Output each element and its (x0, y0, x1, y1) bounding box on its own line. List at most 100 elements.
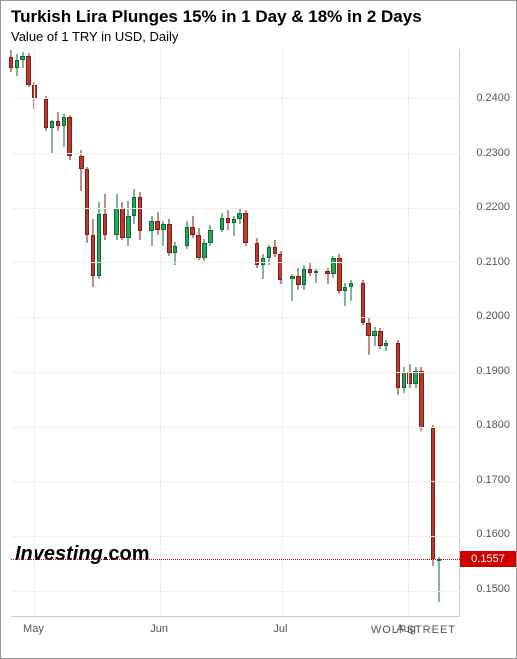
candle-body (97, 214, 102, 276)
candle (378, 49, 383, 616)
candle-body (331, 258, 336, 274)
candle (50, 49, 55, 616)
candle (202, 49, 207, 616)
reference-label: 0.1557 (460, 551, 516, 567)
candle-wick (386, 340, 387, 351)
candle (402, 49, 407, 616)
candle (255, 49, 260, 616)
candle-body (126, 216, 131, 238)
candle-body (114, 208, 119, 235)
y-gridline (11, 262, 460, 263)
y-tick-label: 0.2300 (476, 147, 510, 159)
candle (343, 49, 348, 616)
candle-body (91, 235, 96, 276)
candle (437, 49, 442, 616)
candle (149, 49, 154, 616)
y-tick-label: 0.2400 (476, 92, 510, 104)
candle (431, 49, 436, 616)
candle (308, 49, 313, 616)
candle (314, 49, 319, 616)
candle (372, 49, 377, 616)
candle (296, 49, 301, 616)
candle (226, 49, 231, 616)
candle-body (26, 56, 31, 85)
candle (132, 49, 137, 616)
candle (56, 49, 61, 616)
candle-body (44, 99, 49, 128)
candle-body (9, 57, 14, 68)
candle-body (237, 213, 242, 218)
candle-body (220, 218, 225, 230)
candle-body (431, 428, 436, 560)
candle (413, 49, 418, 616)
candle (290, 49, 295, 616)
candle-body (79, 156, 84, 170)
candle-body (56, 121, 61, 125)
candle (361, 49, 366, 616)
candle-body (161, 224, 166, 229)
y-gridline (11, 536, 460, 537)
candle (190, 49, 195, 616)
candle (243, 49, 248, 616)
y-gridline (11, 372, 460, 373)
candle-body (378, 331, 383, 346)
candle (97, 49, 102, 616)
source-attribution: WOLFSTREET (371, 624, 456, 636)
x-tick-label: May (23, 623, 44, 635)
candle (103, 49, 108, 616)
candle-body (267, 247, 272, 258)
candle-body (290, 276, 295, 279)
candle-body (190, 227, 195, 235)
candle-wick (438, 557, 439, 602)
candle-body (15, 60, 20, 68)
candle-body (120, 208, 125, 238)
y-tick-label: 0.1800 (476, 419, 510, 431)
candle-body (167, 224, 172, 252)
candle (366, 49, 371, 616)
y-tick-label: 0.2100 (476, 256, 510, 268)
candle (237, 49, 242, 616)
candle (91, 49, 96, 616)
y-tick-label: 0.1500 (476, 583, 510, 595)
candle-body (349, 283, 354, 287)
candle (232, 49, 237, 616)
x-gridline (160, 49, 161, 616)
candle (126, 49, 131, 616)
candle-body (208, 230, 213, 244)
candle (26, 49, 31, 616)
x-gridline (282, 49, 283, 616)
candle (167, 49, 172, 616)
candle (331, 49, 336, 616)
x-gridline (34, 49, 35, 616)
candle-body (226, 218, 231, 223)
candle-body (67, 117, 72, 155)
y-gridline (11, 427, 460, 428)
candle (196, 49, 201, 616)
chart-container: Turkish Lira Plunges 15% in 1 Day & 18% … (0, 0, 517, 659)
candle-body (396, 343, 401, 388)
candle (220, 49, 225, 616)
candle-body (132, 197, 137, 216)
candle (138, 49, 143, 616)
x-gridline (408, 49, 409, 616)
candle-body (402, 372, 407, 388)
chart-subtitle: Value of 1 TRY in USD, Daily (11, 29, 506, 44)
candle (384, 49, 389, 616)
candle-body (149, 221, 154, 230)
plot-area (11, 49, 460, 616)
candle (9, 49, 14, 616)
x-tick-label: Jul (273, 623, 287, 635)
candle (273, 49, 278, 616)
candle (62, 49, 67, 616)
y-tick-label: 0.2000 (476, 310, 510, 322)
reference-line (11, 559, 460, 560)
candle (396, 49, 401, 616)
candle-body (372, 331, 377, 336)
candle (267, 49, 272, 616)
candle (349, 49, 354, 616)
candle-body (50, 121, 55, 128)
candle-body (85, 169, 90, 235)
candle-wick (22, 52, 23, 68)
candle-body (173, 246, 178, 253)
candle (208, 49, 213, 616)
